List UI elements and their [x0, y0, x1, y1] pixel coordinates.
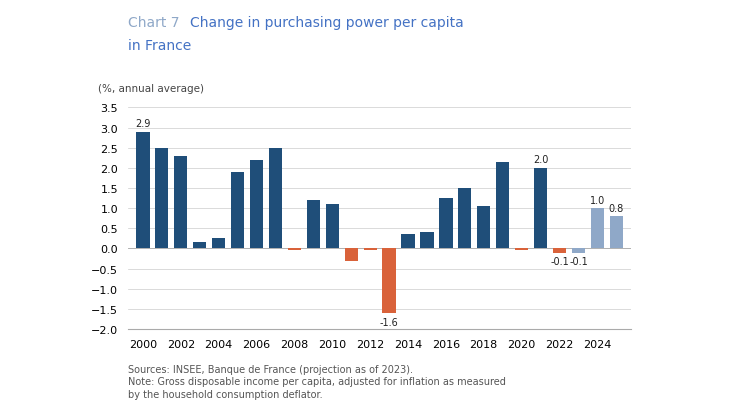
Bar [553, 249, 566, 253]
Bar [496, 162, 510, 249]
Text: by the household consumption deflator.: by the household consumption deflator. [128, 389, 323, 399]
Bar [212, 239, 226, 249]
Text: Chart 7: Chart 7 [128, 16, 180, 29]
Bar [439, 199, 453, 249]
Bar [174, 156, 188, 249]
Text: -1.6: -1.6 [380, 317, 399, 327]
Text: -0.1: -0.1 [550, 256, 569, 267]
Bar [477, 207, 491, 249]
Bar [610, 217, 623, 249]
Text: Sources: INSEE, Banque de France (projection as of 2023).: Sources: INSEE, Banque de France (projec… [128, 364, 412, 374]
Bar [572, 249, 585, 253]
Bar [326, 204, 339, 249]
Bar [231, 173, 245, 249]
Text: in France: in France [128, 39, 191, 53]
Bar [458, 189, 472, 249]
Text: Change in purchasing power per capita: Change in purchasing power per capita [190, 16, 464, 29]
Bar [288, 249, 301, 251]
Bar [534, 169, 548, 249]
Bar [193, 243, 207, 249]
Bar [345, 249, 358, 261]
Bar [420, 233, 434, 249]
Text: (%, annual average): (%, annual average) [98, 83, 204, 94]
Text: -0.1: -0.1 [569, 256, 588, 267]
Bar [364, 249, 377, 251]
Bar [402, 235, 415, 249]
Bar [515, 249, 529, 251]
Bar [269, 148, 282, 249]
Bar [250, 160, 263, 249]
Bar [383, 249, 396, 313]
Text: 2.9: 2.9 [135, 119, 150, 129]
Bar [307, 201, 320, 249]
Text: 1.0: 1.0 [590, 195, 605, 205]
Text: 0.8: 0.8 [609, 203, 624, 213]
Bar [155, 148, 169, 249]
Text: 2.0: 2.0 [533, 155, 548, 165]
Text: Note: Gross disposable income per capita, adjusted for inflation as measured: Note: Gross disposable income per capita… [128, 377, 506, 387]
Bar [137, 133, 150, 249]
Bar [591, 209, 604, 249]
